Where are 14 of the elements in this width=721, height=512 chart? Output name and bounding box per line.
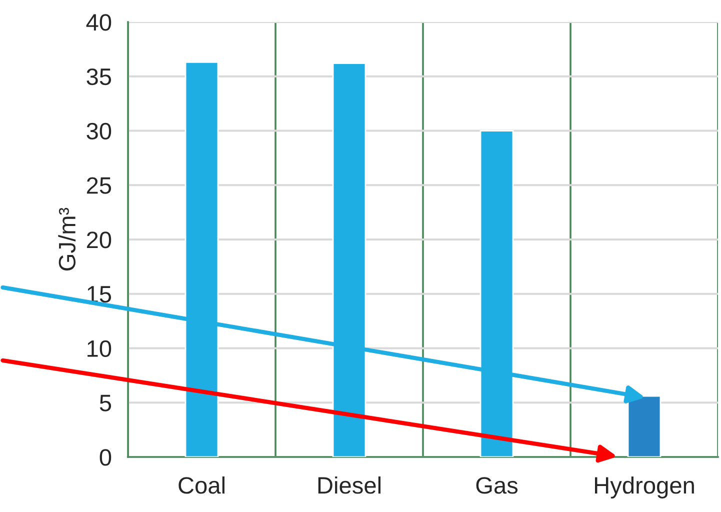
y-tick-label: 40: [86, 14, 112, 31]
x-tick-label: Hydrogen: [595, 476, 694, 498]
x-tick-label: Diesel: [318, 476, 380, 494]
y-tick-label: 10: [88, 340, 112, 358]
y-tick-label: 20: [86, 232, 112, 248]
y-tick-label: 25: [86, 177, 112, 194]
y-axis-title: GJ/m³: [58, 208, 76, 270]
x-tick-label: Coal: [178, 476, 224, 494]
y-tick-label: 5: [100, 394, 112, 412]
y-tick-label: 0: [100, 449, 112, 466]
bar: [627, 395, 662, 457]
x-tick-label: Gas: [476, 477, 518, 494]
y-tick-label: 30: [86, 122, 112, 140]
y-tick-label: 35: [86, 68, 112, 86]
